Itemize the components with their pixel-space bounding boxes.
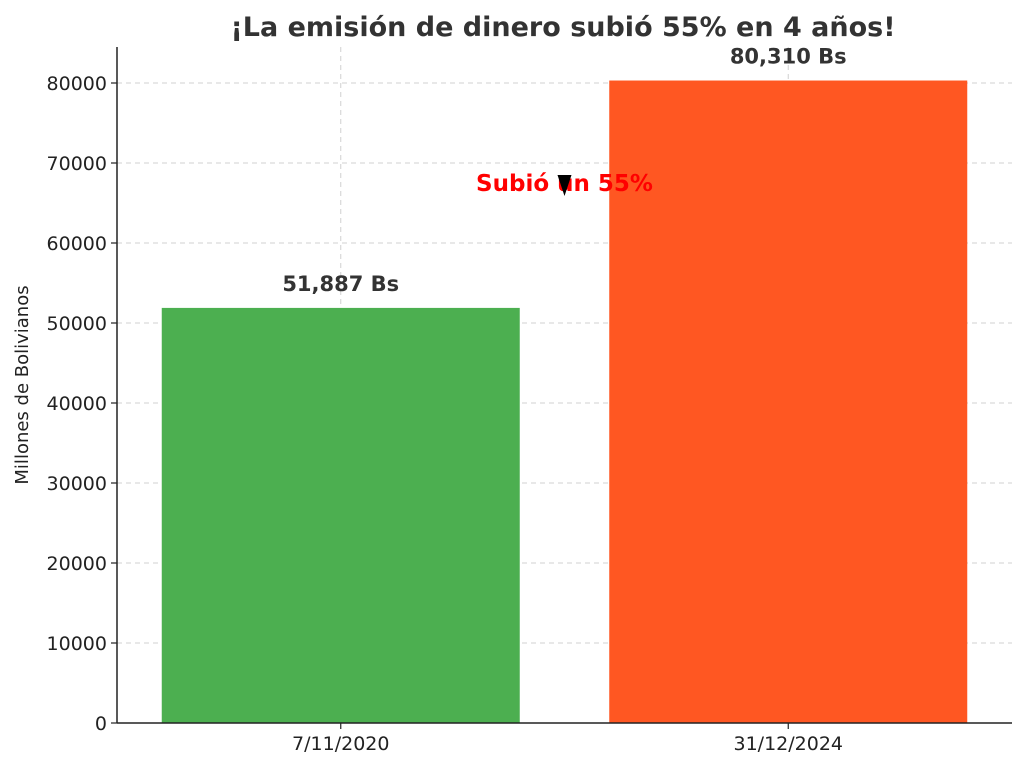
x-tick-label-0: 7/11/2020 (292, 733, 389, 755)
bar-1 (609, 80, 968, 723)
bar-0 (161, 307, 520, 723)
y-tick-label-7: 70000 (47, 153, 107, 175)
y-tick-label-5: 50000 (47, 313, 107, 335)
y-tick-label-0: 0 (95, 713, 107, 735)
axes: 0 10000 20000 30000 40000 50000 60000 70000 8000… (47, 47, 1012, 755)
y-tick-label-6: 60000 (47, 233, 107, 255)
data-labels: 51,887 Bs 80,310 Bs (282, 45, 846, 296)
y-axis-label: Millones de Bolivianos (12, 285, 33, 484)
y-tick-label-4: 40000 (47, 393, 107, 415)
data-label-1: 80,310 Bs (730, 45, 847, 69)
y-tick-label-3: 30000 (47, 473, 107, 495)
x-tick-label-1: 31/12/2024 (733, 733, 843, 755)
chart-title: ¡La emisión de dinero subió 55% en 4 año… (230, 12, 895, 43)
annotation: Subió un 55% (476, 171, 653, 197)
y-tick-label-8: 80000 (47, 73, 107, 95)
annotation-arrow-icon (557, 175, 572, 196)
y-tick-label-2: 20000 (47, 553, 107, 575)
bars (161, 80, 968, 723)
y-tick-label-1: 10000 (47, 633, 107, 655)
data-label-0: 51,887 Bs (282, 272, 399, 296)
